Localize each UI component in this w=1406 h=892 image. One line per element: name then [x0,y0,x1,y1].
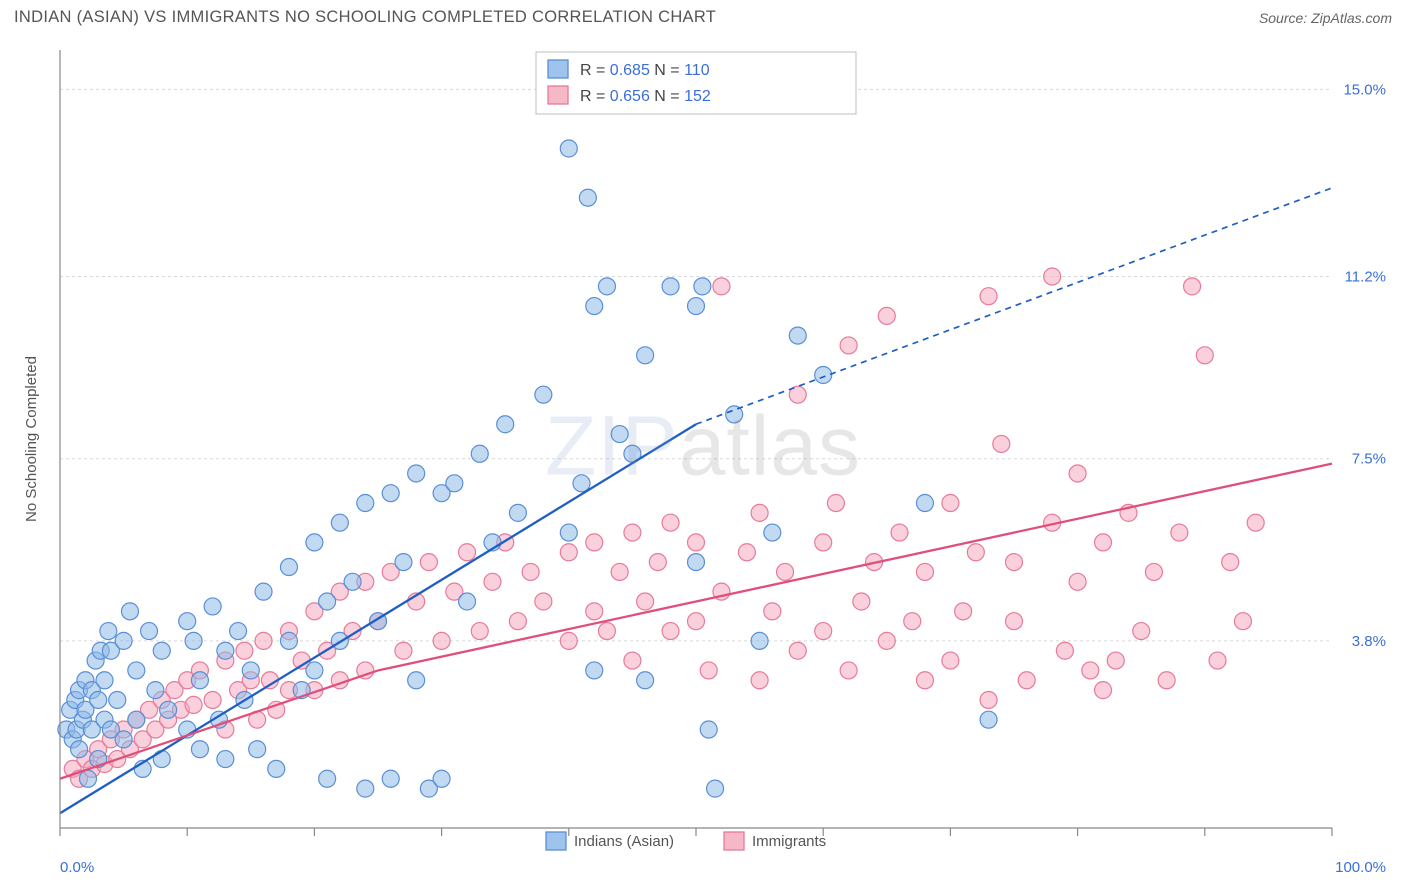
chart-container: 3.8% 7.5% 11.2% 15.0% 0.0% 100.0% No Schooling… [14,42,1392,884]
chart-header: INDIAN (ASIAN) VS IMMIGRANTS NO SCHOOLIN… [0,0,1406,37]
correlation-scatter-chart: 3.8% 7.5% 11.2% 15.0% 0.0% 100.0% No Schooling… [14,42,1392,884]
svg-text:7.5%: 7.5% [1352,451,1386,468]
svg-text:100.0%: 100.0% [1335,859,1386,876]
svg-text:11.2%: 11.2% [1345,269,1386,286]
svg-text:15.0%: 15.0% [1343,81,1386,98]
svg-text:Immigrants: Immigrants [752,833,826,850]
svg-text:0.0%: 0.0% [60,859,94,876]
svg-text:No Schooling Completed: No Schooling Completed [23,356,40,522]
source-attribution: Source: ZipAtlas.com [1259,10,1392,26]
source-link[interactable]: ZipAtlas.com [1311,10,1392,26]
source-prefix: Source: [1259,10,1311,26]
svg-text:3.8%: 3.8% [1352,633,1386,650]
svg-text:R = 0.656 N = 152: R = 0.656 N = 152 [580,88,711,105]
chart-title: INDIAN (ASIAN) VS IMMIGRANTS NO SCHOOLIN… [14,8,716,27]
svg-text:R = 0.685 N = 110: R = 0.685 N = 110 [580,62,710,79]
svg-text:Indians (Asian): Indians (Asian) [574,833,674,850]
